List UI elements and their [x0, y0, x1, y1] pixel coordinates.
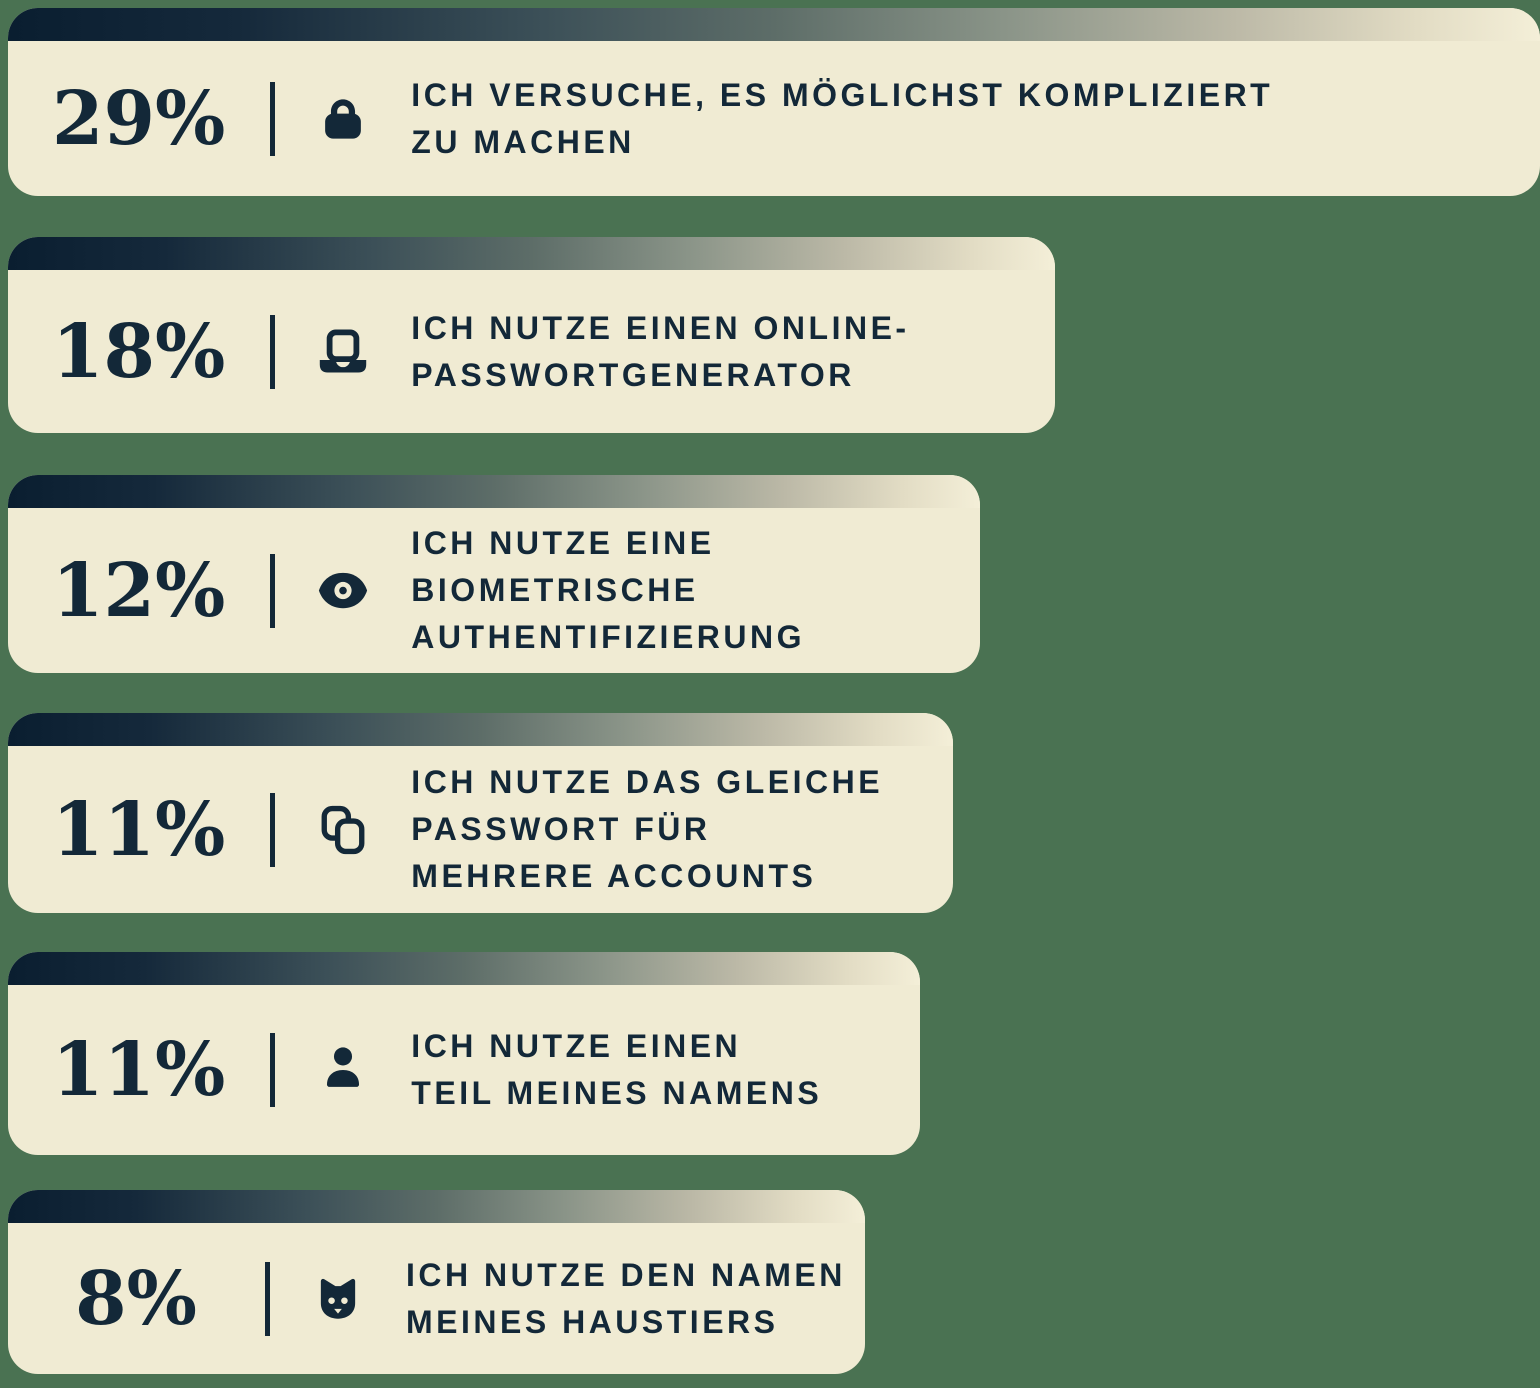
bar-label-line: PASSWORTGENERATOR: [411, 356, 855, 393]
copy-icon: [315, 804, 371, 856]
bar-label-line: ICH NUTZE DEN NAMEN: [406, 1256, 846, 1293]
bar-row: 8% ICH NUTZE DEN NAMEN MEINES HAUSTIERS: [8, 1190, 865, 1374]
bar-row: 11% ICH NUTZE DAS GLEICHE PASSWORT FÜR MEH…: [8, 713, 953, 913]
bar-label: ICH NUTZE DEN NAMEN MEINES HAUSTIERS: [406, 1252, 846, 1346]
eye-icon: [315, 569, 371, 613]
bar-content: 18% ICH NUTZE EINEN ONLINE- PASSWORTGENER…: [8, 270, 1055, 433]
bar-divider: [270, 314, 276, 389]
bar-divider: [270, 1033, 276, 1107]
bar-divider: [265, 1261, 270, 1336]
bar-label-line: ICH VERSUCHE, ES MÖGLICHST KOMPLIZIERT: [411, 76, 1274, 113]
bar-content: 12% ICH NUTZE EINE BIOMETRISCHE AUTHENTIFI…: [8, 508, 980, 673]
bar-divider: [270, 792, 276, 867]
bar-label: ICH NUTZE EINE BIOMETRISCHE AUTHENTIFIZIER…: [411, 520, 805, 661]
cat-icon: [310, 1276, 366, 1322]
bar-content: 8% ICH NUTZE DEN NAMEN MEINES HAUSTIERS: [8, 1223, 865, 1374]
bar-gradient-strip: [8, 237, 1055, 270]
bar-label-line: MEINES HAUSTIERS: [406, 1303, 779, 1340]
bar-label: ICH NUTZE DAS GLEICHE PASSWORT FÜR MEHRERE…: [411, 759, 883, 900]
bar-label-line: ZU MACHEN: [411, 123, 635, 160]
bar-label: ICH NUTZE EINEN ONLINE- PASSWORTGENERATOR: [411, 305, 909, 399]
bar-row: 29% ICH VERSUCHE, ES MÖGLICHST KOMPLIZIE…: [8, 8, 1540, 196]
bar-label: ICH NUTZE EINEN TEIL MEINES NAMENS: [411, 1023, 822, 1117]
bar-divider: [270, 81, 276, 156]
bar-content: 29% ICH VERSUCHE, ES MÖGLICHST KOMPLIZIE…: [8, 41, 1540, 196]
bar-label-line: TEIL MEINES NAMENS: [411, 1075, 823, 1111]
bar-label-line: ICH NUTZE DAS GLEICHE: [411, 764, 884, 800]
bar-divider: [270, 553, 276, 628]
bar-percent-value: 11%: [52, 786, 226, 873]
bar-gradient-strip: [8, 1190, 865, 1223]
bar-content: 11% ICH NUTZE DAS GLEICHE PASSWORT FÜR MEH…: [8, 746, 953, 913]
bar-label-line: ICH NUTZE EINEN ONLINE-: [411, 309, 910, 346]
bar-row: 18% ICH NUTZE EINEN ONLINE- PASSWORTGENER…: [8, 237, 1055, 433]
bar-gradient-strip: [8, 952, 920, 985]
bar-row: 12% ICH NUTZE EINE BIOMETRISCHE AUTHENTIFI…: [8, 475, 980, 673]
bar-label-line: AUTHENTIFIZIERUNG: [411, 619, 805, 655]
bar-content: 11% ICH NUTZE EINEN TEIL MEINES NAMENS: [8, 985, 920, 1155]
bar-percent-value: 18%: [52, 308, 226, 395]
lock-icon: [315, 94, 371, 144]
person-icon: [315, 1045, 371, 1095]
bar-label-line: MEHRERE ACCOUNTS: [411, 858, 817, 894]
bar-percent-value: 12%: [52, 547, 226, 634]
bar-label-line: BIOMETRISCHE: [411, 572, 699, 608]
bar-gradient-strip: [8, 8, 1540, 41]
bar-percent-value: 8%: [75, 1255, 197, 1342]
bar-percent-value: 11%: [52, 1027, 226, 1113]
bar-row: 11% ICH NUTZE EINEN TEIL MEINES NAMENS: [8, 952, 920, 1155]
bar-gradient-strip: [8, 475, 980, 508]
bar-label-line: ICH NUTZE EINE: [411, 525, 715, 561]
bar-label-line: PASSWORT FÜR: [411, 811, 711, 847]
bar-label-line: ICH NUTZE EINEN: [411, 1028, 742, 1064]
laptop-icon: [315, 327, 371, 377]
bar-percent-value: 29%: [52, 75, 226, 162]
bar-gradient-strip: [8, 713, 953, 746]
bar-label: ICH VERSUCHE, ES MÖGLICHST KOMPLIZIERT ZU…: [411, 72, 1273, 166]
